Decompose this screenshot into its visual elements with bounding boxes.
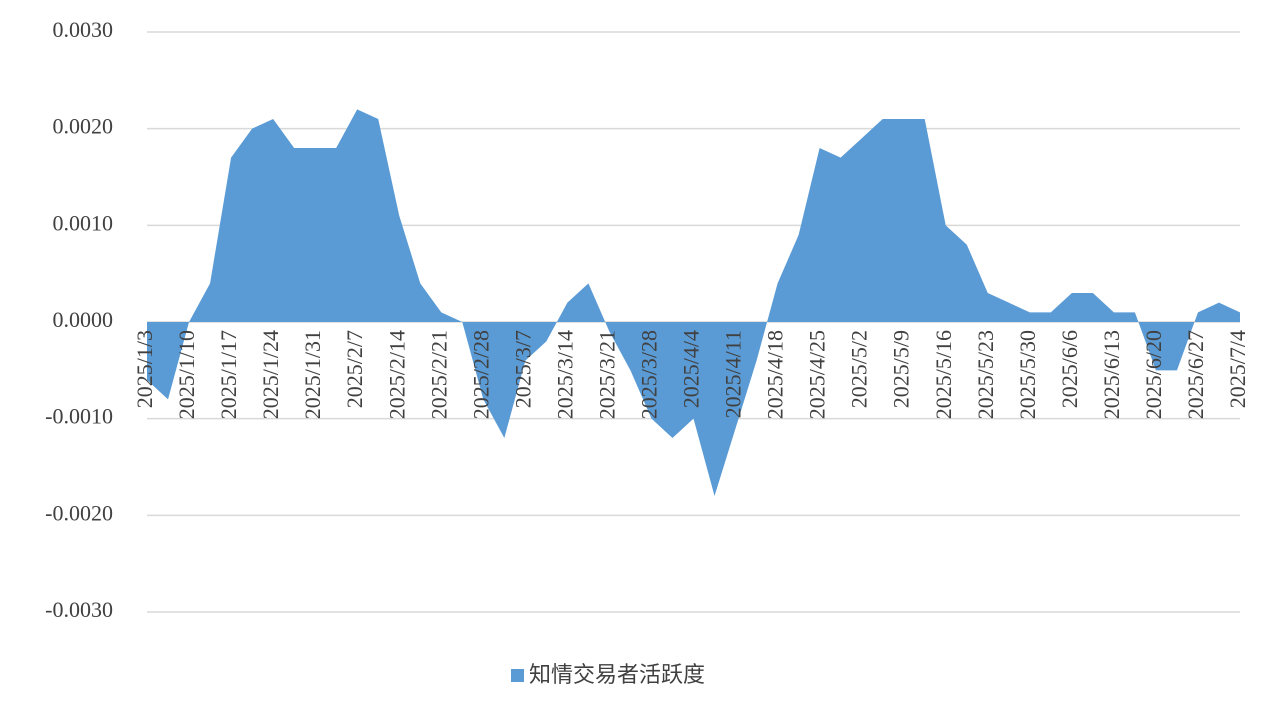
x-tick-label: 2025/4/18 [763,330,788,419]
x-tick-label: 2025/1/24 [258,330,283,419]
x-tick-label: 2025/5/9 [889,330,914,408]
x-tick-label: 2025/7/4 [1225,330,1250,408]
x-tick-label: 2025/4/11 [721,330,746,418]
x-tick-label: 2025/2/14 [384,330,409,419]
x-tick-label: 2025/2/21 [426,330,451,419]
y-tick-label: 0.0030 [53,17,114,42]
x-tick-label: 2025/3/7 [510,330,535,408]
x-tick-label: 2025/3/28 [637,330,662,419]
y-tick-label: -0.0010 [45,404,113,429]
x-tick-label: 2025/6/13 [1099,330,1124,419]
x-tick-label: 2025/1/31 [300,330,325,419]
y-tick-label: 0.0000 [53,307,114,332]
x-tick-label: 2025/5/2 [847,330,872,408]
x-tick-label: 2025/3/21 [594,330,619,419]
y-tick-label: -0.0030 [45,597,113,622]
y-tick-label: 0.0020 [53,114,114,139]
legend-swatch [511,669,524,682]
x-tick-label: 2025/6/6 [1057,330,1082,408]
x-tick-label: 2025/4/25 [805,330,830,419]
x-tick-label: 2025/6/27 [1183,330,1208,419]
y-tick-label: 0.0010 [53,210,114,235]
x-tick-label: 2025/1/10 [174,330,199,419]
x-tick-label: 2025/5/30 [1015,330,1040,419]
y-tick-label: -0.0020 [45,500,113,525]
x-tick-label: 2025/1/17 [216,330,241,419]
x-tick-label: 2025/1/3 [132,330,157,408]
x-tick-label: 2025/5/23 [973,330,998,419]
x-tick-label: 2025/3/14 [552,330,577,419]
area [147,109,1240,496]
x-tick-label: 2025/6/20 [1141,330,1166,419]
legend-label: 知情交易者活跃度 [529,662,705,687]
x-tick-label: 2025/4/4 [679,330,704,408]
x-tick-label: 2025/5/16 [931,330,956,419]
x-tick-label: 2025/2/7 [342,330,367,408]
x-tick-label: 2025/2/28 [468,330,493,419]
